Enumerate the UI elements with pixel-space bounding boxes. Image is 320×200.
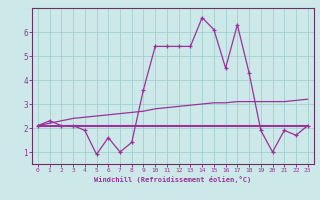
X-axis label: Windchill (Refroidissement éolien,°C): Windchill (Refroidissement éolien,°C) <box>94 176 252 183</box>
